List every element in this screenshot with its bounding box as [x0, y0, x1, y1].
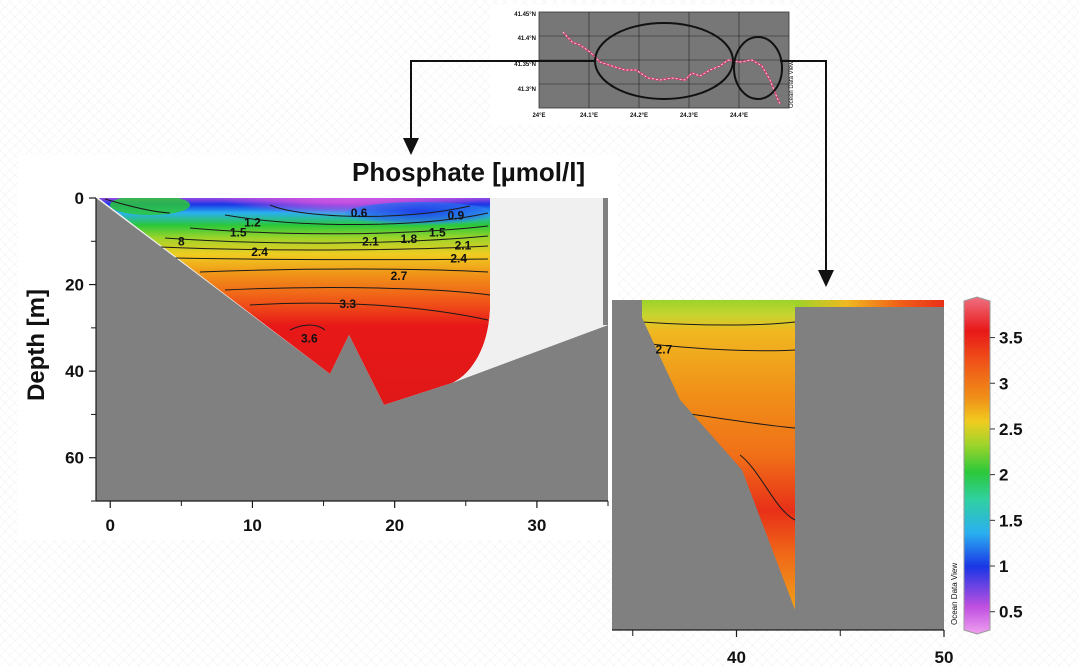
arrow-right	[780, 60, 827, 272]
x-tick-label: 20	[385, 516, 404, 535]
colorbar-tick-label: 3	[999, 374, 1008, 393]
colorbar-gradient	[963, 296, 991, 635]
contour-label: 2.1	[362, 234, 379, 248]
map-lat-label: 41.4°N	[518, 36, 536, 42]
left-ticks: 0 10 20 30 0 20 40 60	[65, 189, 609, 535]
colorbar-tick-label: 3.5	[999, 329, 1023, 348]
contour-label-partial: 8	[178, 234, 185, 248]
watermark: Ocean Data View	[950, 563, 959, 625]
contour-label: 2.1	[455, 239, 472, 253]
colorbar-ticks: 3.5 3 2.5 2 1.5 1 0.5	[990, 329, 1023, 622]
map-lat-label: 41.45°N	[514, 12, 536, 18]
map-lon-label: 24°E	[532, 113, 545, 119]
map-lon-label: 24.1°E	[580, 113, 598, 119]
contour-label: 0.6	[351, 206, 368, 220]
colorbar	[963, 296, 991, 635]
right-ticks: 40 50	[632, 630, 954, 666]
map-lon-label: 24.3°E	[680, 113, 698, 119]
phosphate-field-right	[642, 300, 795, 610]
y-axis-label: Depth [m]	[23, 289, 50, 401]
contour-label: 1.5	[230, 226, 247, 240]
seabed-left	[96, 198, 608, 501]
arrow-left	[410, 60, 596, 140]
colorbar-tick-label: 1	[999, 557, 1008, 576]
contour-labels-right: 2.7	[656, 343, 673, 357]
map-lat-label: 41.35°N	[514, 62, 536, 68]
colorbar-tick-label: 0.5	[999, 603, 1023, 622]
left-section-plot	[96, 198, 608, 501]
arrow-left-head	[403, 138, 419, 155]
contour-label: 2.7	[656, 343, 673, 357]
station-points	[562, 31, 781, 105]
contour-label: 1.5	[429, 226, 446, 240]
contour-label: 3.3	[339, 297, 356, 311]
contour-label: 0.9	[447, 208, 464, 222]
contour-label: 2.7	[391, 269, 408, 283]
contour-lines-left	[104, 198, 491, 331]
nodata-edge	[603, 198, 608, 325]
map-lon-label: 24.2°E	[630, 113, 648, 119]
y-tick-label: 40	[65, 362, 84, 381]
contour-label: 1.8	[401, 232, 418, 246]
connector-arrows	[410, 60, 827, 272]
contour-label: 2.4	[251, 245, 268, 259]
seabed-right-block	[795, 307, 944, 630]
contour-label: 3.6	[301, 332, 318, 346]
y-tick-label: 0	[75, 189, 84, 208]
map-lon-label: 24.4°E	[730, 113, 748, 119]
surface-strip	[795, 300, 944, 307]
chart-title: Phosphate [µmol/l]	[352, 157, 585, 187]
seabed-right-slope	[612, 300, 795, 630]
inset-watermark: Ocean Data View	[789, 61, 795, 108]
right-section-plot	[612, 300, 944, 630]
map-lat-label: 41.3°N	[518, 87, 536, 93]
colorbar-tick-label: 2.5	[999, 420, 1023, 439]
colorbar-tick-label: 2	[999, 466, 1008, 485]
contour-labels-left: 0.6 0.91.21.5 1.51.82.1 2.12.4 2.42.73.33.68	[178, 206, 472, 346]
y-tick-label: 20	[65, 276, 84, 295]
inset-map-ticks: 41.45°N 41.4°N 41.35°N 41.3°N 24°E 24.1°E 24.2…	[514, 12, 748, 119]
x-tick-label: 50	[935, 648, 954, 666]
right-region-ellipse	[733, 36, 783, 100]
arrow-right-head	[818, 270, 834, 287]
colorbar-tick-label: 1.5	[999, 511, 1023, 530]
x-tick-label: 40	[727, 648, 746, 666]
x-tick-label: 10	[243, 516, 262, 535]
x-tick-label: 30	[527, 516, 546, 535]
contour-label: 2.4	[450, 252, 467, 266]
y-tick-label: 60	[65, 449, 84, 468]
x-tick-label: 0	[105, 516, 114, 535]
nodata-region	[452, 198, 608, 383]
shelf-green-patch	[110, 198, 190, 215]
contour-label: 1.2	[244, 216, 261, 230]
